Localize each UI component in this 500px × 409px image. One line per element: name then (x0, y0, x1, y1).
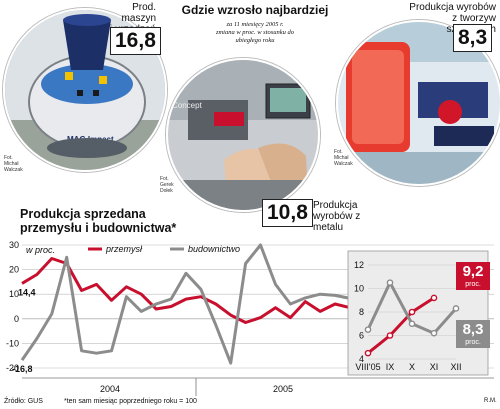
y-tick-label: -20 (6, 363, 19, 373)
metal-illustration: Concept (168, 60, 318, 210)
inset-x-tick-label: IX (386, 362, 395, 372)
inset-y-tick-label: 10 (354, 284, 364, 294)
callout-przemysl-unit: proc. (465, 281, 481, 288)
label-machines-line1: Prod. maszyn (121, 2, 156, 24)
footer-source: Źródło: GUS (4, 398, 43, 405)
inset-y-tick-label: 4 (359, 354, 364, 364)
inset-point (408, 320, 416, 328)
callout-budownictwo-value: 8,3 (462, 321, 484, 338)
inset-y-tick-label: 12 (354, 260, 364, 270)
label-metal: Produkcja wyrobów z metalu (313, 200, 393, 233)
main-header: Gdzie wzrosło najbardziej za 11 miesięcy… (170, 3, 340, 45)
value-metal: 10,8 (262, 199, 313, 227)
inset-point (386, 279, 394, 286)
credit-plastics-2: Michał (334, 155, 349, 161)
subtitle-line2: zmiana w proc. w stosunku do (215, 29, 295, 36)
credit-plastics-3: Walczak (334, 161, 353, 167)
inset-x-tick-label: VIII'05 (355, 362, 380, 372)
label-metal-line1: Produkcja (313, 200, 358, 211)
inset-series-line (367, 296, 435, 355)
start-label-budownictwo: -16,8 (12, 364, 33, 374)
credit-metal-3: Dołek (160, 188, 173, 194)
label-metal-line2: wyrobów z metalu (313, 211, 361, 233)
year-label: 2004 (100, 384, 120, 394)
start-label-przemysl: 14,4 (18, 287, 36, 297)
inset-point (430, 329, 438, 337)
year-label: 2005 (273, 384, 293, 394)
inset-point (364, 326, 372, 333)
inset-y-tick-label: 6 (359, 331, 364, 341)
y-tick-label: 0 (14, 314, 19, 324)
inset-y-tick-label: 8 (359, 307, 364, 317)
value-plastics: 8,3 (453, 24, 493, 52)
main-chart: 30 20 10 0 -10 -20 w proc. przemysł budownictwo 1… (6, 240, 494, 396)
inset-point (430, 294, 438, 302)
credit-metal-2: Gerek (160, 182, 174, 188)
inset-x-tick-label: XII (450, 362, 461, 372)
label-plastics-line1: Produkcja wyrobów (409, 2, 496, 13)
inset-point (452, 305, 460, 312)
credit-machines: Fot. Michał Walczak (4, 155, 23, 173)
inset-point (408, 308, 416, 316)
y-tick-label: -10 (6, 338, 19, 348)
credit-plastics: Fot. Michał Walczak (334, 149, 353, 167)
footer-note: *ten sam miesiąc poprzedniego roku = 100 (64, 398, 197, 405)
y-tick-label: 10 (9, 289, 19, 299)
callout-przemysl: 9,2 proc. (456, 262, 490, 290)
header-title: Gdzie wzrosło najbardziej (181, 3, 329, 17)
legend-label: budownictwo (188, 244, 240, 254)
credit-metal: Fot. Gerek Dołek (160, 176, 174, 194)
subtitle-line1: za 11 miesięcy 2005 r. (226, 21, 284, 28)
credit-metal-1: Fot. (160, 176, 169, 182)
callout-budownictwo: 8,3 proc. (456, 320, 490, 348)
inset-x-tick-label: X (409, 362, 415, 372)
credit-machines-2: Michał (4, 161, 19, 167)
y-tick-label: 20 (9, 265, 19, 275)
legend-label: przemysł (105, 244, 143, 254)
photo-metal: Concept (166, 58, 320, 212)
value-machines: 16,8 (110, 27, 161, 55)
header-subtitle: za 11 miesięcy 2005 r. zmiana w proc. w … (170, 21, 340, 45)
credit-plastics-1: Fot. (334, 149, 343, 155)
credit-machines-1: Fot. (4, 155, 13, 161)
callout-przemysl-value: 9,2 (462, 263, 484, 280)
y-axis-unit: w proc. (26, 245, 55, 255)
series-line (21, 257, 351, 324)
inset-point (364, 349, 372, 357)
credit-machines-3: Walczak (4, 167, 23, 173)
inset-x-tick-label: XI (430, 362, 439, 372)
footer-author: R.M. (484, 398, 497, 404)
callout-budownictwo-unit: proc. (465, 339, 481, 346)
subtitle-line3: ubiegłego roku (235, 37, 275, 44)
chart-title: Produkcja sprzedana przemysłu i budownic… (20, 207, 177, 235)
metal-badge: Concept (172, 101, 203, 110)
series-line (20, 243, 351, 365)
y-tick-label: 30 (9, 240, 19, 250)
inset-point (386, 332, 394, 339)
